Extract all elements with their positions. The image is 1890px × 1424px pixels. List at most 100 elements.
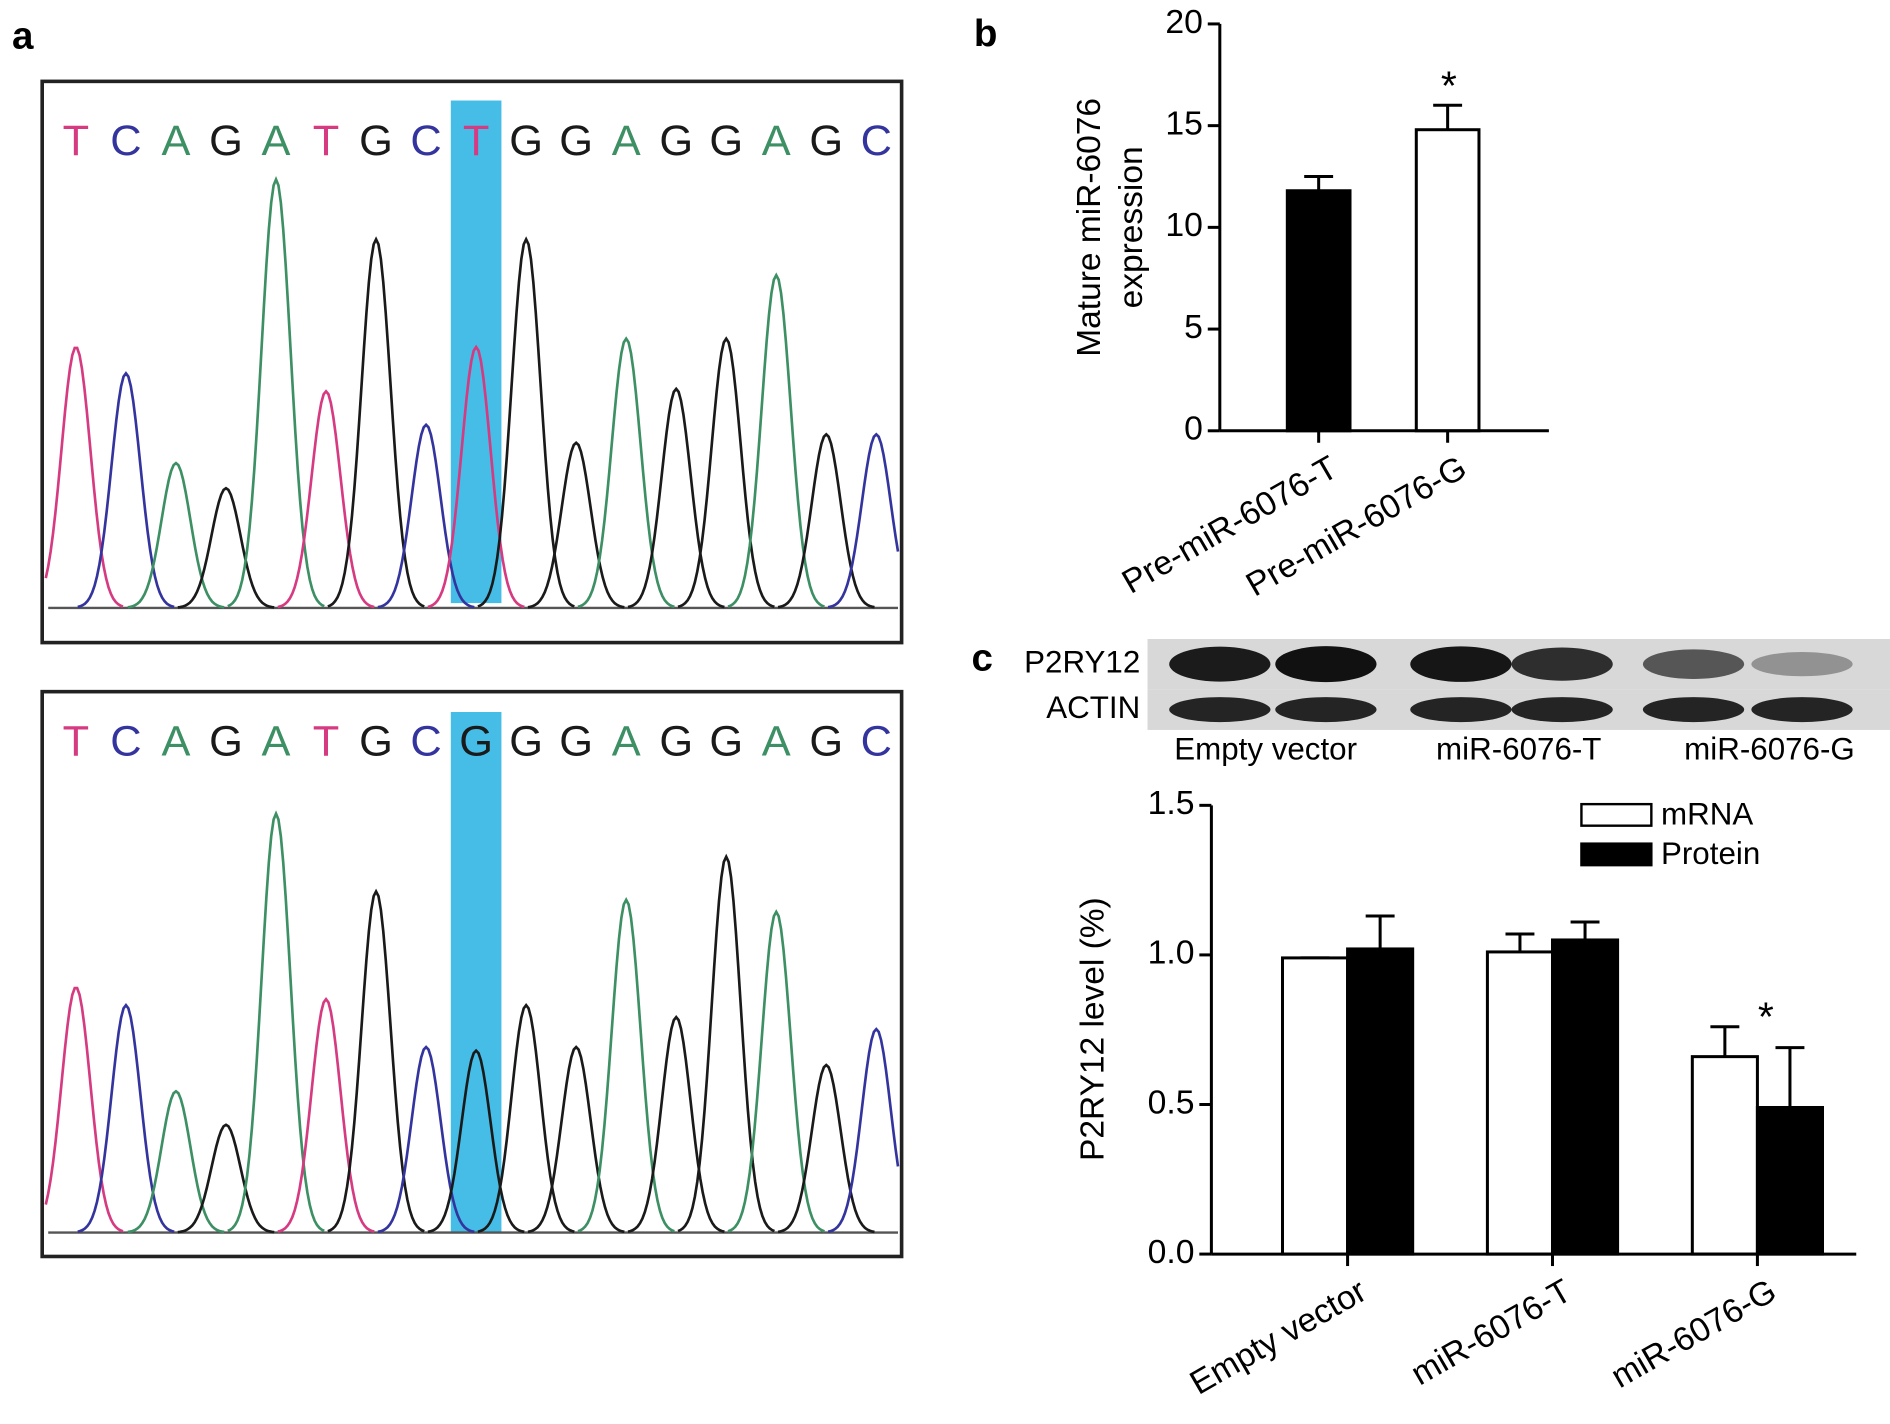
peak [277, 389, 375, 609]
base-letter: A [162, 117, 191, 165]
peak [77, 1003, 175, 1233]
x-tick-label: miR-6076-T [1405, 1273, 1578, 1393]
peak [127, 461, 225, 609]
band [1751, 697, 1853, 723]
peak [627, 1015, 725, 1233]
y-axis-label: Mature miR-6076 [1071, 98, 1108, 357]
peak [477, 236, 575, 608]
peak [327, 236, 425, 608]
peak [127, 1089, 225, 1234]
legend-swatch [1580, 802, 1653, 827]
peak [677, 336, 775, 609]
blot-row-label: ACTIN [1046, 690, 1140, 725]
y-tick-label: 0.5 [1148, 1084, 1195, 1121]
blot-lane-label: miR-6076-G [1684, 732, 1855, 767]
peak [527, 440, 625, 609]
peak [777, 432, 875, 609]
peak [227, 810, 325, 1233]
y-tick-label: 20 [1165, 4, 1203, 41]
peak [527, 1045, 625, 1234]
peak [827, 432, 900, 609]
band [1751, 652, 1853, 677]
y-tick-label: 1.5 [1148, 785, 1195, 822]
base-letter: T [313, 117, 340, 165]
peak [177, 486, 275, 609]
bar [1280, 956, 1350, 1256]
base-letter: G [659, 117, 693, 165]
panel-label: a [12, 15, 34, 58]
band [1642, 649, 1745, 679]
peak [377, 422, 475, 609]
bar [1690, 1055, 1759, 1256]
y-tick-label: 15 [1165, 106, 1203, 143]
band [1169, 646, 1271, 682]
blot-lane-label: miR-6076-T [1436, 732, 1601, 767]
x-tick-label: Empty vector [1184, 1273, 1373, 1403]
bar [1485, 950, 1555, 1256]
annotation: * [1758, 993, 1774, 1039]
base-letter: G [509, 718, 543, 766]
peak [727, 272, 825, 608]
x-tick-label: miR-6076-G [1605, 1273, 1783, 1396]
peak [477, 1003, 575, 1233]
peak [44, 986, 124, 1233]
panel-label: b [974, 12, 998, 55]
peak [77, 371, 175, 609]
peak [727, 909, 825, 1233]
blot-lane-label: Empty vector [1174, 732, 1357, 767]
y-tick-label: 1.0 [1148, 935, 1195, 972]
y-tick-label: 0.0 [1148, 1234, 1195, 1271]
base-letter: A [162, 718, 191, 766]
peak [777, 1063, 875, 1234]
base-letter: T [63, 117, 90, 165]
peak [44, 346, 124, 608]
legend-swatch [1580, 842, 1653, 867]
base-letter: C [410, 117, 441, 165]
y-axis-label: expression [1113, 146, 1150, 308]
base-letter: G [659, 718, 693, 766]
legend-label: Protein [1661, 836, 1760, 871]
y-tick-label: 0 [1184, 411, 1203, 448]
base-letter: T [463, 117, 490, 165]
bar [1755, 1105, 1825, 1256]
y-axis-label: P2RY12 level (%) [1074, 897, 1111, 1161]
base-letter: G [459, 718, 493, 766]
base-letter: A [762, 117, 791, 165]
band [1410, 646, 1512, 682]
band [1169, 697, 1271, 723]
band [1275, 697, 1377, 723]
base-letter: A [262, 718, 291, 766]
x-tick-label: Pre-miR-6076-G [1240, 449, 1473, 604]
base-letter: G [709, 718, 743, 766]
band [1511, 647, 1613, 681]
base-letter: A [612, 718, 641, 766]
band [1275, 646, 1377, 683]
base-letter: G [509, 117, 543, 165]
base-letter: G [809, 718, 843, 766]
band [1511, 697, 1613, 723]
blot-row-label: P2RY12 [1024, 644, 1140, 679]
base-letter: G [359, 718, 393, 766]
base-letter: G [709, 117, 743, 165]
highlight [450, 100, 502, 604]
peak [577, 897, 675, 1233]
base-letter: G [359, 117, 393, 165]
y-tick-label: 5 [1184, 309, 1203, 346]
base-letter: G [559, 718, 593, 766]
base-letter: C [110, 718, 141, 766]
bar [1285, 189, 1352, 433]
peak [677, 853, 775, 1233]
peak [827, 1027, 900, 1233]
panel-label: c [972, 637, 993, 680]
annotation: * [1441, 62, 1457, 108]
base-letter: A [612, 117, 641, 165]
peak [577, 336, 675, 609]
bar [1414, 128, 1481, 433]
band [1642, 697, 1745, 723]
legend-label: mRNA [1661, 796, 1753, 831]
base-letter: G [809, 117, 843, 165]
peak [227, 176, 325, 608]
x-tick-label: Pre-miR-6076-T [1116, 449, 1344, 601]
